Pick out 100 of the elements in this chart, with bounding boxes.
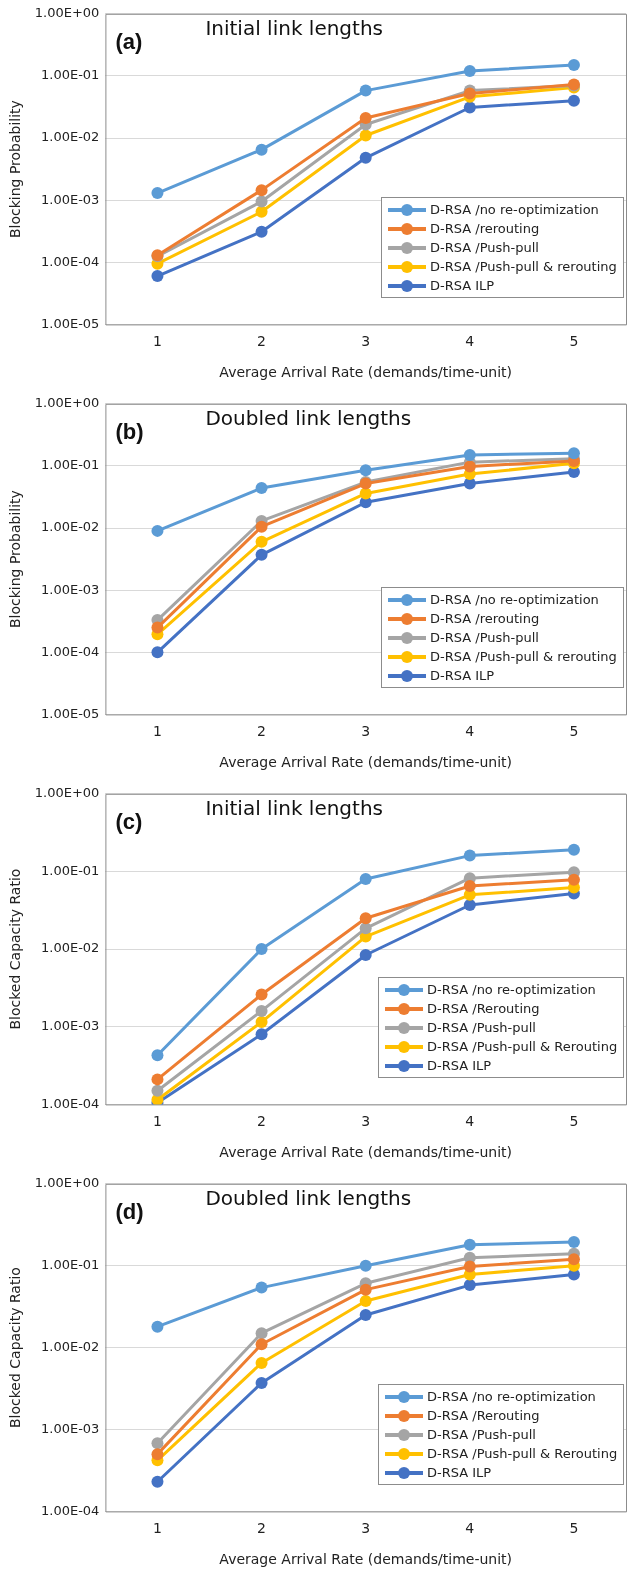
point xyxy=(255,195,268,208)
y-tick-label: 1.00E-04 xyxy=(40,1502,100,1518)
point xyxy=(463,460,476,473)
point xyxy=(151,646,164,659)
point xyxy=(255,1028,268,1041)
x-tick-label: 2 xyxy=(257,1520,267,1537)
point xyxy=(255,184,268,197)
point xyxy=(359,922,372,935)
point xyxy=(151,1049,164,1062)
x-tick-label: 4 xyxy=(465,333,475,350)
x-tick-label: 1 xyxy=(152,723,162,740)
point xyxy=(567,58,580,71)
point xyxy=(359,464,372,477)
y-axis-title: Blocking Probability xyxy=(7,490,24,629)
y-tick-label: 1.00E-04 xyxy=(40,1095,100,1111)
y-tick-label: 1.00E-03 xyxy=(40,191,100,207)
point xyxy=(151,1084,164,1097)
point xyxy=(567,1253,580,1266)
y-tick-label: 1.00E-03 xyxy=(40,1420,100,1436)
chart-title: Doubled link lengths xyxy=(205,406,412,430)
point xyxy=(567,447,580,460)
legend-label: D-RSA /Rerouting xyxy=(427,1408,540,1424)
legend-label: D-RSA /Push-pull & rerouting xyxy=(430,649,617,665)
point xyxy=(255,1338,268,1351)
legend-label: D-RSA ILP xyxy=(430,278,495,294)
point xyxy=(255,1004,268,1017)
point xyxy=(359,129,372,142)
x-tick-label: 2 xyxy=(257,333,267,350)
y-tick-label: 1.00E-01 xyxy=(40,1257,100,1273)
annotation: (a) xyxy=(115,28,143,54)
point xyxy=(463,849,476,862)
legend-label: D-RSA /Push-pull xyxy=(430,240,539,256)
y-tick-label: 1.00E-05 xyxy=(40,315,100,331)
point xyxy=(359,1283,372,1296)
x-tick-label: 3 xyxy=(361,333,371,350)
legend-label: D-RSA /no re-optimization xyxy=(430,202,599,218)
y-tick-label: 1.00E-03 xyxy=(40,581,100,597)
legend-label: D-RSA ILP xyxy=(427,1058,492,1074)
point xyxy=(151,1320,164,1333)
y-axis-title: Blocked Capacity Ratio xyxy=(7,868,24,1030)
point xyxy=(255,535,268,548)
point xyxy=(567,873,580,886)
x-axis-title: Average Arrival Rate (demands/time-unit) xyxy=(219,1551,513,1568)
point xyxy=(151,1437,164,1450)
point xyxy=(463,879,476,892)
annotation: (b) xyxy=(115,418,144,444)
annotation: (c) xyxy=(115,808,143,834)
x-tick-label: 4 xyxy=(465,1113,475,1130)
y-tick-label: 1.00E-02 xyxy=(40,519,100,535)
y-tick-label: 1.00E-05 xyxy=(40,705,100,721)
point xyxy=(255,225,268,238)
legend-label: D-RSA /Push-pull xyxy=(427,1427,536,1443)
chart-title: Initial link lengths xyxy=(205,796,383,820)
y-tick-label: 1.00E-04 xyxy=(40,253,100,269)
legend-label: D-RSA /Push-pull & Rerouting xyxy=(427,1446,618,1462)
point xyxy=(359,1259,372,1272)
legend-label: D-RSA ILP xyxy=(427,1465,492,1481)
point xyxy=(359,112,372,125)
y-tick-label: 1.00E-01 xyxy=(40,457,100,473)
chart-title: Initial link lengths xyxy=(205,16,383,40)
point xyxy=(463,1279,476,1292)
x-axis-title: Average Arrival Rate (demands/time-unit) xyxy=(219,1144,513,1161)
point xyxy=(463,1260,476,1273)
point xyxy=(151,1448,164,1461)
legend-label: D-RSA /Push-pull & rerouting xyxy=(430,259,617,275)
legend-label: D-RSA /no re-optimization xyxy=(427,1389,596,1405)
point xyxy=(463,448,476,461)
legend-label: D-RSA /Push-pull xyxy=(430,630,539,646)
point xyxy=(567,94,580,107)
x-tick-label: 2 xyxy=(257,723,267,740)
point xyxy=(359,872,372,885)
x-tick-label: 1 xyxy=(152,333,162,350)
point xyxy=(255,520,268,533)
point xyxy=(255,1016,268,1029)
y-tick-label: 1.00E-04 xyxy=(40,643,100,659)
x-tick-label: 4 xyxy=(465,1520,475,1537)
point xyxy=(255,988,268,1001)
point xyxy=(151,1073,164,1086)
y-axis-title: Blocking Probability xyxy=(7,100,24,239)
legend-label: D-RSA ILP xyxy=(430,668,495,684)
annotation: (d) xyxy=(115,1198,144,1224)
point xyxy=(359,948,372,961)
x-tick-label: 5 xyxy=(569,723,579,740)
x-tick-label: 4 xyxy=(465,723,475,740)
legend-label: D-RSA /rerouting xyxy=(430,611,540,627)
legend-label: D-RSA /no re-optimization xyxy=(430,592,599,608)
x-tick-label: 3 xyxy=(361,723,371,740)
point xyxy=(359,151,372,164)
point xyxy=(359,1295,372,1308)
x-tick-label: 1 xyxy=(152,1520,162,1537)
y-tick-label: 1.00E+00 xyxy=(34,395,100,411)
y-tick-label: 1.00E-01 xyxy=(40,862,100,878)
point xyxy=(151,524,164,537)
chart-title: Doubled link lengths xyxy=(205,1186,412,1210)
y-tick-label: 1.00E+00 xyxy=(34,1175,100,1191)
point xyxy=(359,84,372,97)
point xyxy=(255,143,268,156)
legend-label: D-RSA /Push-pull & Rerouting xyxy=(427,1039,618,1055)
legend-label: D-RSA /Push-pull xyxy=(427,1020,536,1036)
point xyxy=(359,1309,372,1322)
